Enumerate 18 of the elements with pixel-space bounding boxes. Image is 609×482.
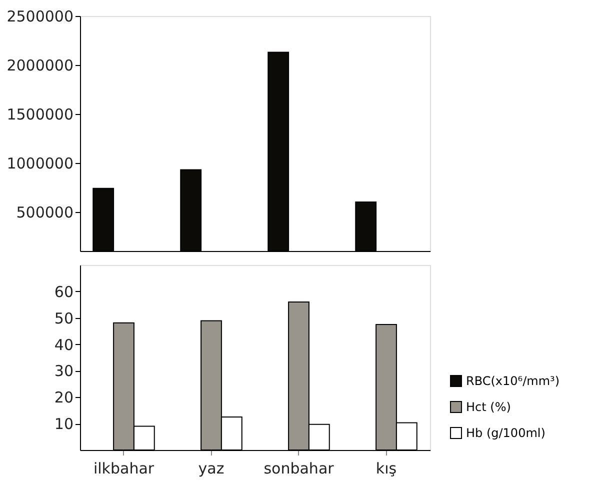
legend-label: Hb (g/100ml) bbox=[466, 426, 546, 440]
y-tick-label: 1500000 bbox=[6, 105, 74, 124]
y-tick-label: 30 bbox=[54, 362, 74, 380]
y-tick-label: 2500000 bbox=[6, 8, 74, 26]
y-tick-label: 60 bbox=[54, 282, 74, 301]
y-tick-label: 20 bbox=[54, 388, 74, 407]
y-tick-label: 2000000 bbox=[6, 56, 74, 74]
x-tick-label: sonbahar bbox=[264, 460, 335, 478]
y-tick-label: 40 bbox=[54, 336, 74, 354]
legend-label: RBC(x10⁶/mm³) bbox=[466, 374, 560, 388]
y-tick-label: 500000 bbox=[16, 203, 74, 222]
x-tick-label: yaz bbox=[198, 460, 224, 478]
x-tick-label: ilkbahar bbox=[93, 460, 155, 478]
x-tick-label: kış bbox=[376, 460, 397, 478]
legend-label: Hct (%) bbox=[466, 400, 511, 414]
y-tick-label: 1000000 bbox=[6, 154, 74, 172]
y-tick-label: 10 bbox=[54, 415, 74, 434]
y-tick-label: 50 bbox=[54, 309, 74, 328]
